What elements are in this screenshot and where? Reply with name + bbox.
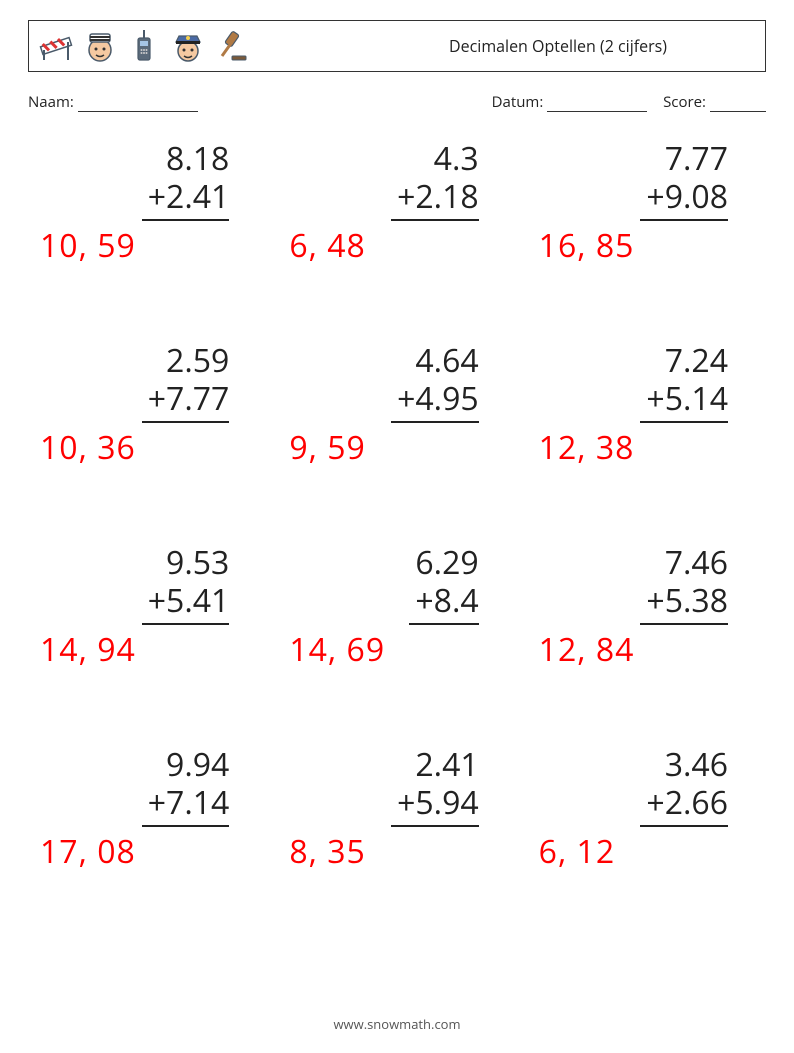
problem-stack: 9.94 +7.14 [142, 746, 230, 827]
barrier-icon [37, 27, 75, 65]
answer: 10, 36 [38, 426, 136, 469]
operand-2: +5.38 [640, 582, 728, 624]
date-score-group: Datum: Score: [492, 92, 766, 112]
operand-1: 6.29 [409, 544, 478, 582]
gavel-icon [213, 27, 251, 65]
operand-2: +2.18 [391, 178, 479, 220]
date-blank[interactable] [547, 96, 647, 112]
problem-stack: 2.41 +5.94 [391, 746, 479, 827]
operand-2: +5.94 [391, 784, 479, 826]
operand-2: +9.08 [640, 178, 728, 220]
answer: 14, 69 [287, 628, 385, 671]
answer: 8, 35 [287, 830, 365, 873]
operand-1: 9.94 [142, 746, 230, 784]
answer: 6, 12 [537, 830, 615, 873]
problem-cell: 7.77 +9.08 16, 85 [537, 140, 756, 300]
operand-1: 3.46 [640, 746, 728, 784]
operand-2: +5.41 [142, 582, 230, 624]
problem-stack: 3.46 +2.66 [640, 746, 728, 827]
problem-stack: 2.59 +7.77 [142, 342, 230, 423]
form-row: Naam: Datum: Score: [28, 92, 766, 112]
problem-stack: 9.53 +5.41 [142, 544, 230, 625]
answer: 12, 38 [537, 426, 635, 469]
problem-cell: 7.24 +5.14 12, 38 [537, 342, 756, 502]
operand-1: 4.3 [391, 140, 479, 178]
problem-cell: 3.46 +2.66 6, 12 [537, 746, 756, 906]
police-icon [169, 27, 207, 65]
problem-cell: 9.53 +5.41 14, 94 [38, 544, 257, 704]
operand-1: 4.64 [391, 342, 479, 380]
problem-cell: 8.18 +2.41 10, 59 [38, 140, 257, 300]
problem-stack: 6.29 +8.4 [409, 544, 478, 625]
problem-stack: 4.64 +4.95 [391, 342, 479, 423]
prisoner-icon [81, 27, 119, 65]
name-label: Naam: [28, 92, 74, 112]
name-blank[interactable] [78, 96, 198, 112]
operand-2: +5.14 [640, 380, 728, 422]
operand-1: 2.41 [391, 746, 479, 784]
operand-1: 7.24 [640, 342, 728, 380]
operand-2: +2.66 [640, 784, 728, 826]
radio-icon [125, 27, 163, 65]
header-box: Decimalen Optellen (2 cijfers) [28, 20, 766, 72]
problem-stack: 7.46 +5.38 [640, 544, 728, 625]
answer: 17, 08 [38, 830, 136, 873]
operand-1: 9.53 [142, 544, 230, 582]
problem-cell: 9.94 +7.14 17, 08 [38, 746, 257, 906]
answer: 10, 59 [38, 224, 136, 267]
operand-1: 2.59 [142, 342, 230, 380]
operand-1: 7.77 [640, 140, 728, 178]
operand-2: +7.14 [142, 784, 230, 826]
problem-cell: 2.41 +5.94 8, 35 [287, 746, 506, 906]
operand-1: 7.46 [640, 544, 728, 582]
name-field-group: Naam: [28, 92, 198, 112]
operand-2: +8.4 [409, 582, 478, 624]
problem-cell: 6.29 +8.4 14, 69 [287, 544, 506, 704]
footer-link: www.snowmath.com [0, 1015, 794, 1033]
answer: 16, 85 [537, 224, 635, 267]
operand-2: +4.95 [391, 380, 479, 422]
problem-cell: 4.3 +2.18 6, 48 [287, 140, 506, 300]
operand-1: 8.18 [142, 140, 230, 178]
answer: 6, 48 [287, 224, 365, 267]
problem-cell: 7.46 +5.38 12, 84 [537, 544, 756, 704]
score-blank[interactable] [710, 96, 766, 112]
problem-cell: 2.59 +7.77 10, 36 [38, 342, 257, 502]
worksheet-title: Decimalen Optellen (2 cijfers) [449, 35, 757, 57]
score-label: Score: [663, 92, 706, 112]
answer: 14, 94 [38, 628, 136, 671]
problem-stack: 8.18 +2.41 [142, 140, 230, 221]
problem-stack: 7.77 +9.08 [640, 140, 728, 221]
problems-grid: 8.18 +2.41 10, 59 4.3 +2.18 6, 48 7.77 +… [38, 140, 756, 906]
problem-stack: 7.24 +5.14 [640, 342, 728, 423]
answer: 12, 84 [537, 628, 635, 671]
problem-cell: 4.64 +4.95 9, 59 [287, 342, 506, 502]
problem-stack: 4.3 +2.18 [391, 140, 479, 221]
date-label: Datum: [492, 92, 544, 112]
operand-2: +2.41 [142, 178, 230, 220]
operand-2: +7.77 [142, 380, 230, 422]
header-icons [37, 27, 251, 65]
answer: 9, 59 [287, 426, 365, 469]
